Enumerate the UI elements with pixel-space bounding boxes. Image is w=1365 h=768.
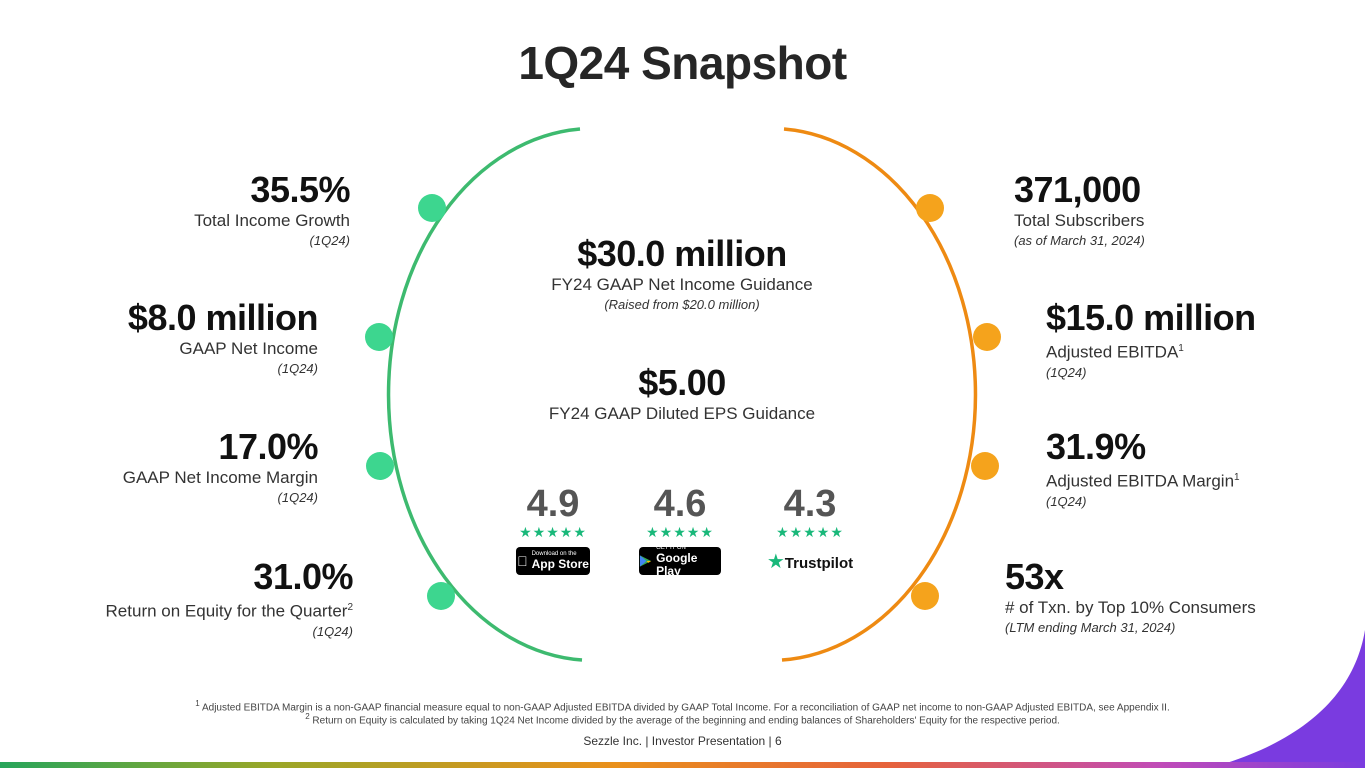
trustpilot-star-icon: ★ [766,551,785,573]
badge-name: Google Play [656,550,698,578]
metric-total-income-growth: 35.5% Total Income Growth (1Q24) [80,170,350,250]
rating-stars: ★★★★★ [519,524,587,540]
app-store-badge[interactable]:  Download on the App Store [516,547,590,575]
corner-swoosh [1210,630,1365,768]
rating-value: 4.3 [783,483,837,525]
bottom-gradient-bar [0,762,1365,768]
metric-label: Total Subscribers [1014,211,1145,230]
metric-note: (as of March 31, 2024) [1014,233,1145,248]
metric-label: Total Income Growth [194,211,350,230]
metric-adjusted-ebitda-margin: 31.9% Adjusted EBITDA Margin1 (1Q24) [1046,427,1346,511]
metric-adjusted-ebitda: $15.0 million Adjusted EBITDA1 (1Q24) [1046,298,1346,382]
metric-label-text: Adjusted EBITDA Margin [1046,471,1235,491]
green-dot [366,452,394,480]
green-dot [427,582,455,610]
rating-value: 4.9 [526,483,580,525]
metric-label: Adjusted EBITDA1 [1046,338,1346,364]
footnote-2: 2 Return on Equity is calculated by taki… [0,710,1365,727]
metric-label-text: Return on Equity for the Quarter [105,601,348,621]
rating-value: 4.6 [653,483,707,525]
footnote-1: 1 Adjusted EBITDA Margin is a non-GAAP f… [0,697,1365,714]
orange-dot [973,323,1001,351]
green-arc [386,127,583,662]
badge-small-text: Download on the [526,551,577,557]
orange-dot [971,452,999,480]
page-title: 1Q24 Snapshot [518,37,847,89]
metric-note: (1Q24) [277,361,318,376]
metric-note: (1Q24) [1046,364,1087,380]
net-income-guidance: $30.0 million FY24 GAAP Net Income Guida… [482,234,882,314]
metric-value: 31.0% [253,556,353,597]
metric-label: GAAP Net Income Margin [122,468,318,487]
metric-label-text: Adjusted EBITDA [1046,342,1179,362]
footnote-text: Return on Equity is calculated by taking… [312,715,1060,727]
metric-label: GAAP Net Income [179,339,318,358]
metric-value: $15.0 million [1046,297,1256,338]
page-footer: Sezzle Inc. | Investor Presentation | 6 [583,734,782,748]
trustpilot-rating: 4.3 ★★★★★ ★Trustpilot [760,484,860,574]
app-store-rating: 4.9 ★★★★★  Download on the App Store [503,484,603,575]
metric-top-consumers-transactions: 53x # of Txn. by Top 10% Consumers (LTM … [1005,557,1325,637]
footnote-ref: 1 [1178,343,1184,354]
orange-arc [781,127,978,662]
eps-guidance: $5.00 FY24 GAAP Diluted EPS Guidance [482,363,882,425]
guidance-value: $30.0 million [577,233,787,274]
guidance-value: $5.00 [638,362,726,403]
metric-note: (LTM ending March 31, 2024) [1005,620,1176,635]
trustpilot-logo[interactable]: ★Trustpilot [760,549,860,574]
orange-dot [911,582,939,610]
metric-total-subscribers: 371,000 Total Subscribers (as of March 3… [1014,170,1314,250]
metric-note: (1Q24) [312,623,353,639]
metric-value: 53x [1005,556,1064,597]
apple-icon:  [517,553,528,569]
badge-small-text: GET IT ON [656,544,686,551]
guidance-label: FY24 GAAP Net Income Guidance [551,275,813,294]
rating-stars: ★★★★★ [646,524,714,540]
green-dot [365,323,393,351]
metric-value: 371,000 [1014,169,1141,210]
metric-gaap-net-income-margin: 17.0% GAAP Net Income Margin (1Q24) [48,426,319,507]
metric-value: $8.0 million [127,297,319,338]
footnote-mark: 2 [305,712,310,721]
orange-dot [916,194,944,222]
metric-value: 17.0% [218,426,318,467]
rating-stars: ★★★★★ [776,524,844,540]
metric-label: Adjusted EBITDA Margin1 [1046,467,1346,493]
guidance-note: (Raised from $20.0 million) [604,297,760,312]
metric-note: (1Q24) [277,490,318,505]
green-dot [418,194,446,222]
metric-return-on-equity: 31.0% Return on Equity for the Quarter2 … [50,556,354,641]
guidance-label: FY24 GAAP Diluted EPS Guidance [548,404,816,423]
metric-value: 31.9% [1046,426,1146,467]
footnote-ref: 1 [1234,472,1240,483]
badge-name: App Store [526,557,589,571]
footnote-text: Adjusted EBITDA Margin is a non-GAAP fin… [201,702,1170,714]
metric-label: Return on Equity for the Quarter2 [50,597,353,623]
trustpilot-name: Trustpilot [784,555,854,572]
metric-gaap-net-income: $8.0 million GAAP Net Income (1Q24) [48,297,319,378]
google-play-icon [639,555,652,567]
google-play-rating: 4.6 ★★★★★ GET IT ON Google Play [630,483,730,578]
footnote-ref: 2 [347,602,353,613]
metric-label: # of Txn. by Top 10% Consumers [1005,598,1256,617]
footnote-mark: 1 [195,699,200,708]
metric-value: 35.5% [250,169,350,210]
metric-note: (1Q24) [1046,493,1087,509]
metric-note: (1Q24) [309,233,350,248]
google-play-badge[interactable]: GET IT ON Google Play [639,544,721,578]
